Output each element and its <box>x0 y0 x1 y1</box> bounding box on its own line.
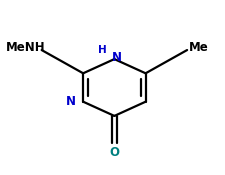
Text: H: H <box>98 45 107 55</box>
Text: MeNH: MeNH <box>5 41 45 54</box>
Text: N: N <box>66 95 76 108</box>
Text: O: O <box>109 146 119 159</box>
Text: Me: Me <box>189 41 209 54</box>
Text: N: N <box>112 51 122 64</box>
